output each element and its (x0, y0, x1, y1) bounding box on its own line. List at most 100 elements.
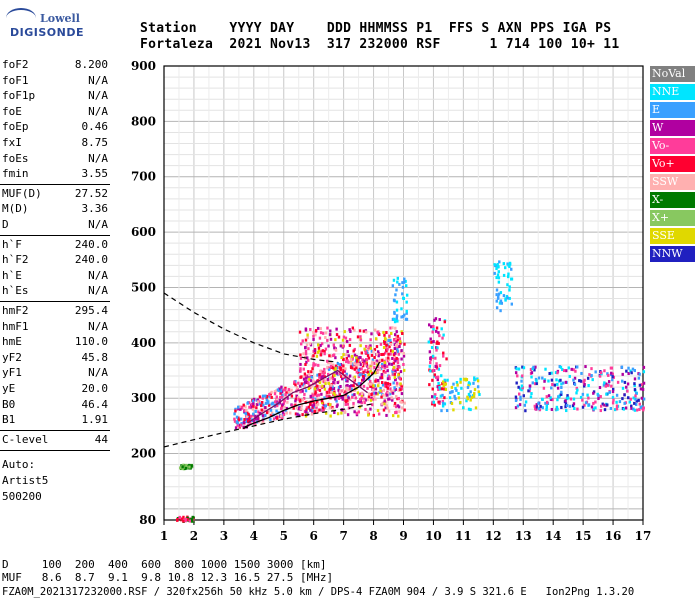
echo-point (629, 369, 632, 373)
echo-point (400, 385, 403, 389)
echo-point (510, 277, 513, 281)
echo-point (334, 356, 337, 360)
echo-point (346, 379, 349, 383)
echo-point (400, 387, 403, 391)
echo-point (329, 354, 333, 358)
echo-point (396, 368, 399, 372)
echo-point (630, 406, 633, 410)
echo-point (317, 349, 321, 353)
echo-point (514, 398, 518, 402)
echo-point (311, 404, 314, 408)
echo-point (521, 365, 524, 369)
echo-point (178, 516, 182, 520)
echo-point (252, 397, 256, 401)
echo-point (391, 317, 395, 321)
echo-point (633, 408, 637, 412)
echo-point (441, 404, 445, 408)
echo-point (391, 326, 394, 330)
echo-point (387, 339, 390, 343)
echo-point (583, 378, 586, 382)
echo-point (344, 367, 347, 371)
echo-point (557, 379, 561, 383)
echo-point (587, 384, 590, 388)
param-row: D N/A (2, 218, 108, 233)
echo-point (431, 387, 434, 391)
echo-point (344, 378, 348, 382)
echo-point (304, 362, 307, 366)
echo-point (640, 396, 644, 400)
echo-point (315, 384, 319, 388)
echo-point (402, 368, 406, 372)
echo-point (401, 406, 404, 410)
echo-point (360, 396, 363, 400)
echo-point (179, 466, 182, 470)
echo-point (372, 413, 375, 417)
ionogram-chart: 1 2 3 4 5 6 7 8 9 10 11 12 13 14 15 16 17802003004005006… (131, 59, 651, 543)
echo-point (403, 408, 406, 412)
echo-point (441, 336, 444, 340)
echo-point (443, 387, 446, 391)
echo-point (328, 354, 331, 358)
echo-point (393, 386, 396, 390)
echo-point (469, 390, 472, 394)
echo-point (296, 412, 299, 416)
echo-point (611, 390, 615, 394)
echo-point (431, 354, 435, 358)
echo-point (339, 384, 342, 388)
legend-item-nnw: NNW (650, 246, 695, 262)
echo-point (311, 398, 315, 402)
echo-point (592, 407, 596, 411)
echo-point (556, 371, 559, 375)
echo-point (369, 407, 372, 411)
echo-point (370, 362, 374, 366)
echo-point (546, 400, 549, 404)
echo-point (357, 375, 361, 379)
echo-point (246, 401, 249, 405)
echo-point (399, 340, 402, 344)
echo-point (374, 337, 378, 341)
echo-point (333, 368, 336, 372)
echo-point (341, 397, 344, 401)
param-name: fmin (2, 167, 29, 181)
param-value: 46.4 (81, 397, 109, 411)
echo-point (281, 403, 284, 407)
echo-point (376, 392, 379, 396)
echo-point (319, 369, 322, 373)
echo-point (640, 383, 643, 387)
echo-point (393, 401, 397, 405)
echo-point (361, 374, 365, 378)
echo-point (579, 379, 583, 383)
param-name: yF1 (2, 366, 22, 380)
echo-point (363, 359, 366, 363)
echo-point (237, 407, 240, 411)
echo-point (299, 399, 302, 403)
legend-item-ssw: SSW (650, 174, 695, 190)
echo-point (305, 360, 308, 364)
echo-point (265, 396, 268, 400)
echo-point (290, 394, 294, 398)
echo-point (269, 392, 272, 396)
param-value: N/A (88, 73, 108, 87)
echo-point (572, 402, 576, 406)
echo-point (445, 357, 448, 361)
echo-point (321, 401, 324, 405)
echo-point (473, 388, 477, 392)
echo-point (623, 401, 626, 405)
echo-point (436, 375, 440, 379)
echo-point (327, 382, 331, 386)
echo-point (366, 351, 369, 355)
echo-cluster (514, 365, 646, 413)
echo-point (429, 361, 432, 365)
echo-point (584, 365, 587, 369)
echo-point (323, 387, 327, 391)
echo-point (176, 518, 179, 522)
echo-point (254, 417, 257, 421)
echo-point (321, 379, 324, 383)
echo-point (393, 320, 397, 324)
echo-point (633, 388, 637, 392)
echo-point (330, 383, 333, 387)
echo-point (393, 347, 396, 351)
echo-point (349, 361, 353, 365)
echo-point (603, 381, 606, 385)
echo-point (388, 334, 391, 338)
